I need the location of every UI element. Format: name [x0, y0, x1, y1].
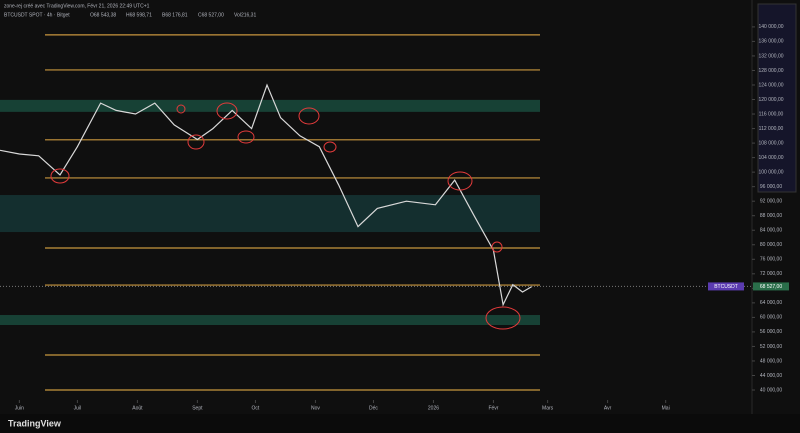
y-tick-label: 72 000,00: [760, 271, 782, 277]
x-tick-label: Août: [132, 405, 143, 411]
y-tick-label: 92 000,00: [760, 199, 782, 205]
annotations: [50, 102, 521, 330]
circle: [176, 104, 186, 114]
circle: [447, 171, 473, 191]
y-tick-label: 136 000,00: [758, 39, 783, 45]
symbol-tag-label: BTCUSDT: [714, 284, 738, 290]
circle: [323, 141, 337, 153]
y-tick-label: 88 000,00: [760, 213, 782, 219]
x-tick-label: Déc: [369, 405, 378, 411]
y-tick-label: 48 000,00: [760, 358, 782, 364]
y-tick-label: 60 000,00: [760, 315, 782, 321]
ohlc-stat: O68 543,38: [90, 12, 116, 18]
y-tick-label: 132 000,00: [758, 53, 783, 59]
y-tick-label: 40 000,00: [760, 387, 782, 393]
circle: [237, 130, 255, 144]
footer-bar: [0, 414, 800, 433]
y-tick-label: 120 000,00: [758, 97, 783, 103]
x-tick-label: 2026: [428, 405, 439, 411]
circle: [187, 134, 205, 150]
y-tick-label: 108 000,00: [758, 140, 783, 146]
y-tick-label: 100 000,00: [758, 169, 783, 175]
zone: [0, 195, 540, 233]
x-tick-label: Sept: [192, 405, 203, 411]
circle: [298, 107, 320, 125]
ohlc-stat: H68 598,71: [126, 12, 152, 18]
y-tick-label: 44 000,00: [760, 373, 782, 379]
y-tick-label: 104 000,00: [758, 155, 783, 161]
y-tick-label: 96 000,00: [760, 184, 782, 190]
circle: [216, 102, 238, 120]
panel-box: [757, 3, 797, 193]
y-tick-label: 84 000,00: [760, 228, 782, 234]
price-line: [0, 83, 533, 307]
ohlc-stat: Vol216,31: [234, 12, 256, 18]
y-tick-label: 76 000,00: [760, 257, 782, 263]
x-tick-label: Avr: [604, 405, 612, 411]
y-tick-label: 52 000,00: [760, 344, 782, 350]
chart-title: zone-rej créé avec TradingView.com, Févr…: [4, 3, 150, 9]
y-tick-label: 112 000,00: [759, 126, 784, 132]
x-tick-label: Juin: [15, 405, 24, 411]
y-tick-label: 128 000,00: [758, 68, 783, 74]
y-tick-label: 124 000,00: [758, 82, 783, 88]
y-tick-label: 140 000,00: [758, 24, 783, 30]
zone: [0, 99, 540, 112]
symbol-tag: [708, 282, 744, 291]
side-panel: [757, 3, 797, 193]
symbol: BTCUSDT SPOT · 4h · Bitget: [4, 12, 70, 18]
price-tag-label: 68 527,00: [760, 284, 782, 290]
ohlc-stat: B68 176,81: [162, 12, 188, 18]
y-tick-label: 116 000,00: [759, 111, 784, 117]
y-tick-label: 80 000,00: [760, 242, 782, 248]
x-tick-label: Oct: [252, 405, 260, 411]
brand: TradingView: [8, 418, 62, 428]
circle: [491, 241, 503, 253]
x-tick-label: Févr: [488, 405, 498, 411]
ohlc-stat: C68 527,00: [198, 12, 224, 18]
circle: [50, 168, 70, 184]
circle: [485, 306, 521, 330]
y-tick-label: 56 000,00: [760, 329, 782, 335]
x-tick-label: Mai: [662, 405, 670, 411]
price-tag: [753, 282, 789, 291]
x-tick-label: Nov: [311, 405, 320, 411]
x-tick-label: Mars: [542, 405, 554, 411]
zone: [0, 315, 540, 326]
y-tick-label: 64 000,00: [760, 300, 782, 306]
x-tick-label: Juil: [74, 405, 82, 411]
